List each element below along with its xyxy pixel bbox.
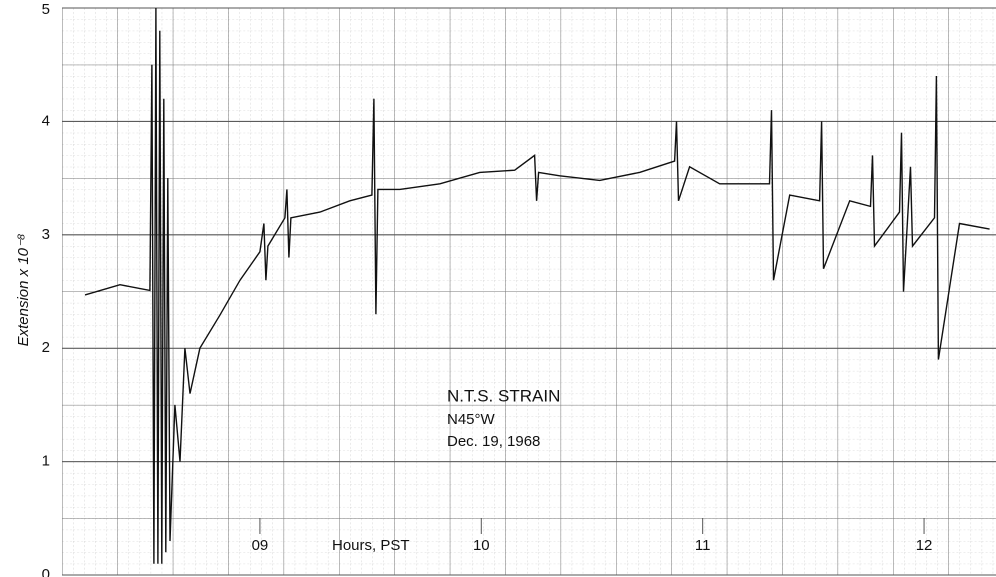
- x-tick-label: 09: [252, 537, 269, 554]
- x-tick-label: 12: [916, 537, 933, 554]
- y-tick-label: 2: [42, 339, 50, 356]
- x-tick-label: 11: [695, 537, 711, 554]
- y-axis-label: Extension x 10⁻⁸: [15, 234, 32, 347]
- graph-paper-major: [62, 8, 996, 575]
- x-axis-label: Hours, PST: [332, 537, 410, 554]
- y-tick-label: 5: [42, 1, 50, 18]
- y-tick-label: 0: [42, 566, 50, 577]
- annotation: N45°W: [447, 411, 496, 428]
- y-tick-label: 1: [42, 453, 50, 470]
- annotation: N.T.S. STRAIN: [447, 386, 560, 405]
- x-tick-label: 10: [473, 537, 490, 554]
- annotation: Dec. 19, 1968: [447, 433, 540, 450]
- y-tick-label: 3: [42, 226, 50, 243]
- strain-line: [84, 7, 990, 564]
- y-tick-label: 4: [42, 112, 50, 129]
